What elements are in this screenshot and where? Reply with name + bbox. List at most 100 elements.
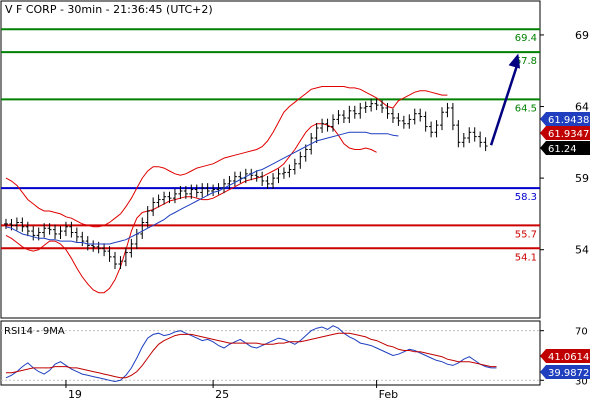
- price-bar: [369, 98, 374, 112]
- price-bar: [390, 108, 395, 123]
- price-bar: [107, 246, 112, 262]
- level-label-58.3: 58.3: [515, 192, 537, 203]
- price-bar: [478, 131, 483, 148]
- price-bar: [211, 184, 216, 197]
- price-bar: [162, 191, 167, 205]
- projection-arrow: [489, 53, 521, 146]
- price-tag-box: [540, 126, 590, 140]
- price-bar: [336, 110, 341, 125]
- price-y-tick-label: 69: [575, 29, 589, 42]
- price-bar: [243, 168, 248, 184]
- price-tags: 61.9438 61.9347 61.24: [540, 112, 590, 155]
- price-bar: [145, 206, 150, 228]
- price-bar: [74, 227, 79, 242]
- price-bar: [483, 137, 488, 152]
- rsi-tag: 41.0614: [540, 349, 590, 363]
- price-bar: [118, 256, 123, 270]
- price-y-axis: 54 59 64 69: [540, 29, 589, 257]
- price-bar: [467, 127, 472, 144]
- price-bar: [194, 184, 199, 198]
- price-bar: [358, 102, 363, 119]
- moving-average-line: [5, 131, 399, 245]
- level-label-55.7: 55.7: [515, 229, 537, 240]
- price-bar: [331, 114, 335, 132]
- price-bar: [167, 191, 172, 204]
- rsi-line: [5, 325, 497, 383]
- bollinger-upper: [5, 86, 448, 228]
- x-tick-label: 19: [68, 388, 82, 400]
- price-panel-frame: [0, 0, 541, 319]
- price-bar: [232, 171, 237, 186]
- x-tick-label: 25: [215, 388, 229, 400]
- price-bar: [113, 251, 117, 270]
- price-y-tick-label: 54: [575, 244, 589, 257]
- moving-average: [5, 131, 399, 245]
- price-bar: [347, 105, 352, 123]
- price-bar: [91, 240, 96, 252]
- price-bar: [385, 102, 390, 119]
- price-bar: [216, 183, 221, 195]
- price-bar: [178, 185, 183, 199]
- price-bar: [352, 105, 357, 119]
- price-bar: [407, 114, 412, 129]
- price-bar: [374, 98, 379, 111]
- price-bar: [281, 167, 286, 179]
- level-label-69.4: 69.4: [515, 33, 537, 44]
- price-bar: [58, 226, 63, 239]
- price-bar: [320, 118, 325, 134]
- price-bar: [271, 173, 276, 189]
- price-bar: [423, 111, 428, 132]
- price-bar: [31, 226, 36, 241]
- rsi-ma-line: [6, 332, 497, 379]
- price-bar: [69, 221, 74, 238]
- support-resistance-levels: 69.4 67.8 64.5 58.3 55.7 54.1: [1, 28, 540, 263]
- price-tag-box: [540, 141, 590, 155]
- projection-arrow-head: [508, 53, 521, 69]
- price-bar: [450, 102, 455, 131]
- price-bar: [156, 194, 161, 208]
- price-bar: [85, 236, 90, 251]
- rsi-tag-label: 39.9872: [548, 368, 589, 379]
- level-label-64.5: 64.5: [515, 103, 537, 114]
- price-bar: [47, 223, 52, 235]
- level-label-67.8: 67.8: [515, 56, 537, 67]
- price-bar: [396, 112, 401, 126]
- level-label-54.1: 54.1: [515, 252, 537, 263]
- price-tag-box: [540, 112, 590, 126]
- price-bar: [341, 110, 346, 123]
- price-bar: [298, 151, 303, 169]
- price-bar: [434, 120, 439, 138]
- price-bar: [472, 127, 477, 142]
- price-bar: [14, 217, 19, 231]
- price-bar: [254, 170, 259, 182]
- price-bar: [445, 102, 450, 118]
- rsi-label: RSI14 - 9MA: [4, 326, 65, 337]
- price-bar: [205, 183, 210, 197]
- price-bar: [129, 238, 134, 258]
- price-bar: [227, 175, 232, 189]
- price-bar: [123, 247, 128, 267]
- price-bar: [200, 183, 205, 198]
- rsi-y-tick-label: 70: [575, 327, 588, 338]
- price-tag: 61.9438: [540, 112, 590, 126]
- price-bar: [380, 100, 385, 113]
- x-axis: 19 25 Feb: [65, 380, 398, 401]
- rsi-tag-label: 41.0614: [548, 352, 589, 363]
- price-tag-label: 61.9347: [548, 129, 589, 140]
- price-bar: [303, 144, 308, 162]
- price-bar: [287, 164, 292, 178]
- projection-arrow-shaft: [489, 61, 520, 146]
- x-tick-label: Feb: [379, 388, 398, 400]
- price-bar: [80, 231, 85, 247]
- price-bar: [412, 108, 417, 125]
- price-bar: [20, 217, 25, 232]
- price-y-tick-label: 59: [575, 172, 589, 185]
- rsi-tag: 39.9872: [540, 365, 590, 379]
- price-y-tick-label: 64: [575, 101, 589, 114]
- rsi-tag-box: [540, 349, 590, 363]
- rsi-y-tick-label: 30: [575, 376, 588, 387]
- price-bar: [363, 101, 368, 113]
- price-bar: [265, 175, 270, 189]
- price-bar: [440, 107, 444, 131]
